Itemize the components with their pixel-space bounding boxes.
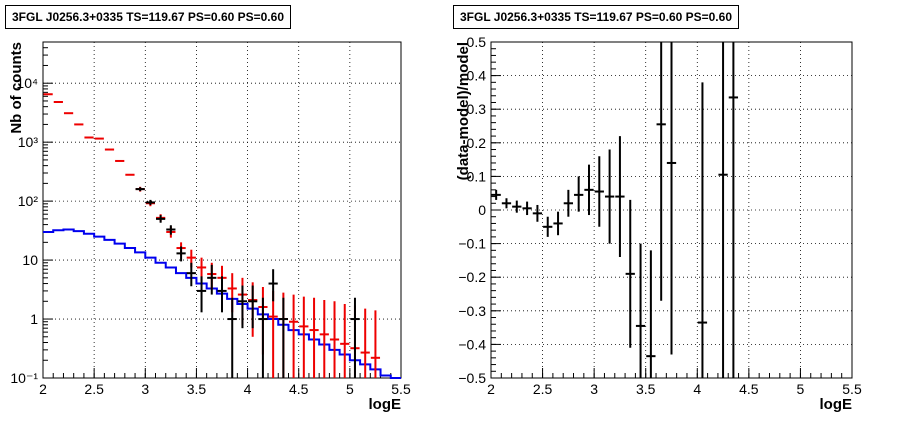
y-tick-label: 0 — [478, 202, 486, 218]
y-axis-label: (data-model)/model — [455, 42, 472, 180]
x-tick-label: 3.5 — [187, 381, 207, 397]
y-tick-label: −0.3 — [458, 303, 486, 319]
counts-plot: 2 2.5 3 3.5 4 4.5 5 5.5 10⁻¹ 1 10 10² 10³ 10⁴ logE Nb o… — [8, 41, 411, 413]
y-tick-label: 0.3 — [467, 101, 487, 117]
left-plot-title: 3FGL J0256.3+0335 TS=119.67 PS=0.60 PS=0… — [5, 5, 291, 29]
residual-plot: 2 2.5 3 3.5 4 4.5 5 5.5 −0.5 −0.4 −0.3 −0.2 −0.1 0 0.1… — [455, 34, 862, 413]
right-plot-title: 3FGL J0256.3+0335 TS=119.67 PS=0.60 PS=0… — [453, 5, 739, 29]
x-tick-label: 5.5 — [842, 381, 862, 397]
y-tick-label: −0.1 — [458, 236, 486, 252]
x-axis-label: logE — [369, 396, 402, 413]
y-tick-label: 1 — [30, 311, 38, 327]
y-tick-label: 10⁴ — [16, 75, 38, 91]
x-tick-label: 5 — [346, 381, 354, 397]
y-tick-label: 0.2 — [467, 135, 487, 151]
x-tick-label: 3 — [141, 381, 149, 397]
y-tick-label: 10 — [22, 252, 38, 268]
x-tick-label: 5.5 — [391, 381, 411, 397]
plot-frame — [42, 41, 402, 379]
y-tick-label: −0.4 — [458, 336, 486, 352]
x-tick-label: 2.5 — [84, 381, 104, 397]
y-axis-label: Nb of counts — [8, 42, 25, 134]
y-tick-label: 10³ — [18, 134, 39, 150]
x-tick-label: 4 — [693, 381, 701, 397]
y-tick-label: −0.2 — [458, 269, 486, 285]
x-tick-label: 2.5 — [533, 381, 553, 397]
x-tick-label: 2 — [39, 381, 47, 397]
x-axis-label: logE — [820, 396, 853, 413]
y-tick-label: 10⁻¹ — [10, 370, 38, 386]
x-tick-label: 3.5 — [636, 381, 656, 397]
x-tick-label: 3 — [590, 381, 598, 397]
y-tick-label: 0.5 — [467, 34, 487, 50]
x-tick-label: 5 — [797, 381, 805, 397]
x-tick-label: 4.5 — [739, 381, 759, 397]
y-tick-label: 0.1 — [467, 168, 487, 184]
x-tick-label: 2 — [487, 381, 495, 397]
x-tick-label: 4.5 — [289, 381, 309, 397]
y-tick-label: 10² — [18, 193, 39, 209]
x-tick-label: 4 — [244, 381, 252, 397]
y-tick-label: 0.4 — [467, 68, 487, 84]
y-tick-label: −0.5 — [458, 370, 486, 386]
